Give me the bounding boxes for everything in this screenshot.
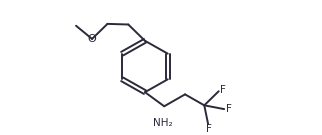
Text: NH₂: NH₂ — [153, 118, 172, 128]
Text: F: F — [205, 124, 211, 134]
Text: F: F — [226, 104, 232, 114]
Text: F: F — [220, 85, 226, 95]
Text: O: O — [88, 34, 97, 44]
